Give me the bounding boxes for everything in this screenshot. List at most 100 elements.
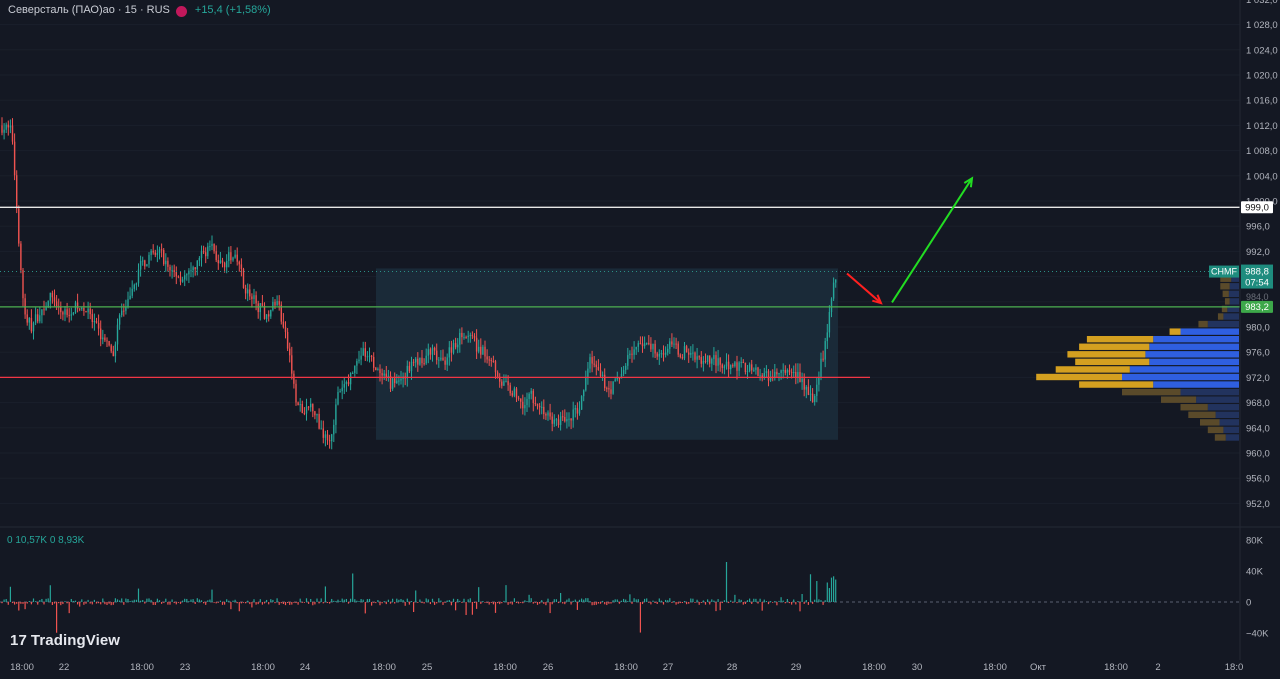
candle-body bbox=[688, 352, 690, 355]
volume-legend[interactable]: 0 10,57K 0 8,93K bbox=[7, 535, 85, 546]
market-status-icon[interactable] bbox=[175, 5, 187, 17]
tradingview-logo[interactable]: 17 TradingView bbox=[10, 630, 120, 650]
candle-body bbox=[62, 312, 64, 315]
candle-body bbox=[30, 317, 33, 332]
candle-body bbox=[282, 321, 285, 328]
volume-bar bbox=[696, 599, 698, 602]
volume-bar bbox=[776, 602, 778, 606]
volume-bar bbox=[461, 602, 463, 603]
candle-body bbox=[627, 355, 629, 366]
volume-bar bbox=[629, 594, 631, 602]
volume-profile-up-bar bbox=[1153, 381, 1239, 388]
symbol-title[interactable]: Северсталь (ПАО)ао · 15 · RUS bbox=[8, 4, 170, 16]
candle-body bbox=[5, 124, 7, 130]
volume-bar bbox=[51, 602, 53, 605]
volume-bar bbox=[828, 588, 830, 602]
candle-body bbox=[629, 353, 631, 356]
volume-bar bbox=[539, 602, 541, 604]
candle-body bbox=[667, 348, 669, 353]
range-box[interactable] bbox=[376, 268, 838, 440]
candle-body bbox=[389, 375, 392, 389]
volume-bar bbox=[818, 599, 820, 602]
candle-body bbox=[721, 364, 723, 368]
volume-bar bbox=[161, 602, 163, 604]
candle-body bbox=[276, 301, 278, 306]
candle-body bbox=[81, 307, 83, 310]
candle-body bbox=[568, 418, 570, 420]
volume-bar bbox=[667, 600, 669, 602]
candle-body bbox=[664, 352, 667, 355]
volume-profile-up-bar bbox=[1207, 320, 1239, 328]
green-arrow[interactable] bbox=[891, 177, 973, 303]
candle-body bbox=[13, 141, 16, 176]
volume-bar bbox=[553, 599, 555, 602]
volume-profile-up-bar bbox=[1227, 305, 1239, 313]
candle-body bbox=[255, 295, 257, 304]
candle-body bbox=[452, 343, 455, 353]
volume-bar bbox=[564, 602, 566, 605]
volume-bar bbox=[35, 601, 37, 602]
candle-body bbox=[648, 343, 650, 345]
volume-bar bbox=[711, 599, 713, 602]
candle-body bbox=[289, 348, 291, 356]
candle-body bbox=[215, 251, 217, 261]
volume-bar bbox=[627, 601, 629, 602]
volume-bar bbox=[518, 602, 520, 604]
volume-bar bbox=[499, 602, 501, 605]
price-tick-label: 960,0 bbox=[1246, 449, 1270, 460]
volume-bar bbox=[398, 599, 400, 602]
green-level-badge[interactable] bbox=[1241, 300, 1273, 313]
volume-bar bbox=[198, 599, 200, 602]
candle-body bbox=[400, 378, 402, 381]
candle-body bbox=[704, 360, 707, 362]
ticker-badge[interactable] bbox=[1209, 265, 1239, 278]
volume-bar bbox=[165, 598, 167, 602]
candle-body bbox=[734, 362, 736, 367]
volume-bar bbox=[736, 602, 738, 604]
volume-bar bbox=[251, 602, 253, 608]
candle-body bbox=[41, 309, 43, 316]
candle-body bbox=[660, 353, 663, 355]
volume-bar bbox=[757, 602, 759, 604]
white-level-badge[interactable] bbox=[1241, 201, 1273, 214]
candle-body bbox=[730, 365, 732, 370]
candle-body bbox=[778, 372, 780, 375]
volume-bar bbox=[39, 600, 41, 602]
volume-bar bbox=[763, 599, 765, 602]
volume-bar bbox=[358, 601, 360, 602]
volume-bar bbox=[788, 602, 791, 604]
volume-bar bbox=[410, 601, 413, 602]
candle-body bbox=[360, 355, 362, 360]
candle-body bbox=[328, 440, 331, 442]
volume-bar bbox=[238, 602, 240, 612]
candle-body bbox=[501, 381, 503, 386]
candle-body bbox=[93, 321, 96, 323]
volume-bar bbox=[534, 602, 536, 603]
candle-body bbox=[251, 296, 253, 300]
volume-bar bbox=[761, 602, 763, 611]
candle-body bbox=[175, 272, 177, 277]
volume-bar bbox=[646, 598, 648, 602]
candle-body bbox=[64, 309, 66, 315]
volume-bar bbox=[791, 602, 793, 605]
price-tick-label: 1 020,0 bbox=[1246, 71, 1278, 82]
volume-bar bbox=[177, 602, 179, 603]
candle-body bbox=[748, 364, 751, 371]
candle-body bbox=[486, 356, 488, 360]
last-price-badge[interactable] bbox=[1241, 264, 1273, 289]
volume-bar bbox=[28, 600, 30, 602]
red-arrow[interactable] bbox=[846, 272, 882, 304]
volume-bar bbox=[484, 602, 486, 603]
candle-body bbox=[188, 270, 190, 275]
volume-bar bbox=[641, 602, 644, 605]
candle-body bbox=[786, 369, 789, 373]
candle-body bbox=[736, 362, 738, 371]
candle-body bbox=[517, 397, 520, 399]
volume-bar bbox=[835, 579, 837, 602]
volume-bar bbox=[240, 602, 242, 604]
volume-profile-down-bar bbox=[1220, 275, 1232, 282]
volume-bar bbox=[728, 602, 730, 604]
volume-bar bbox=[190, 599, 192, 602]
volume-bar bbox=[612, 600, 614, 602]
